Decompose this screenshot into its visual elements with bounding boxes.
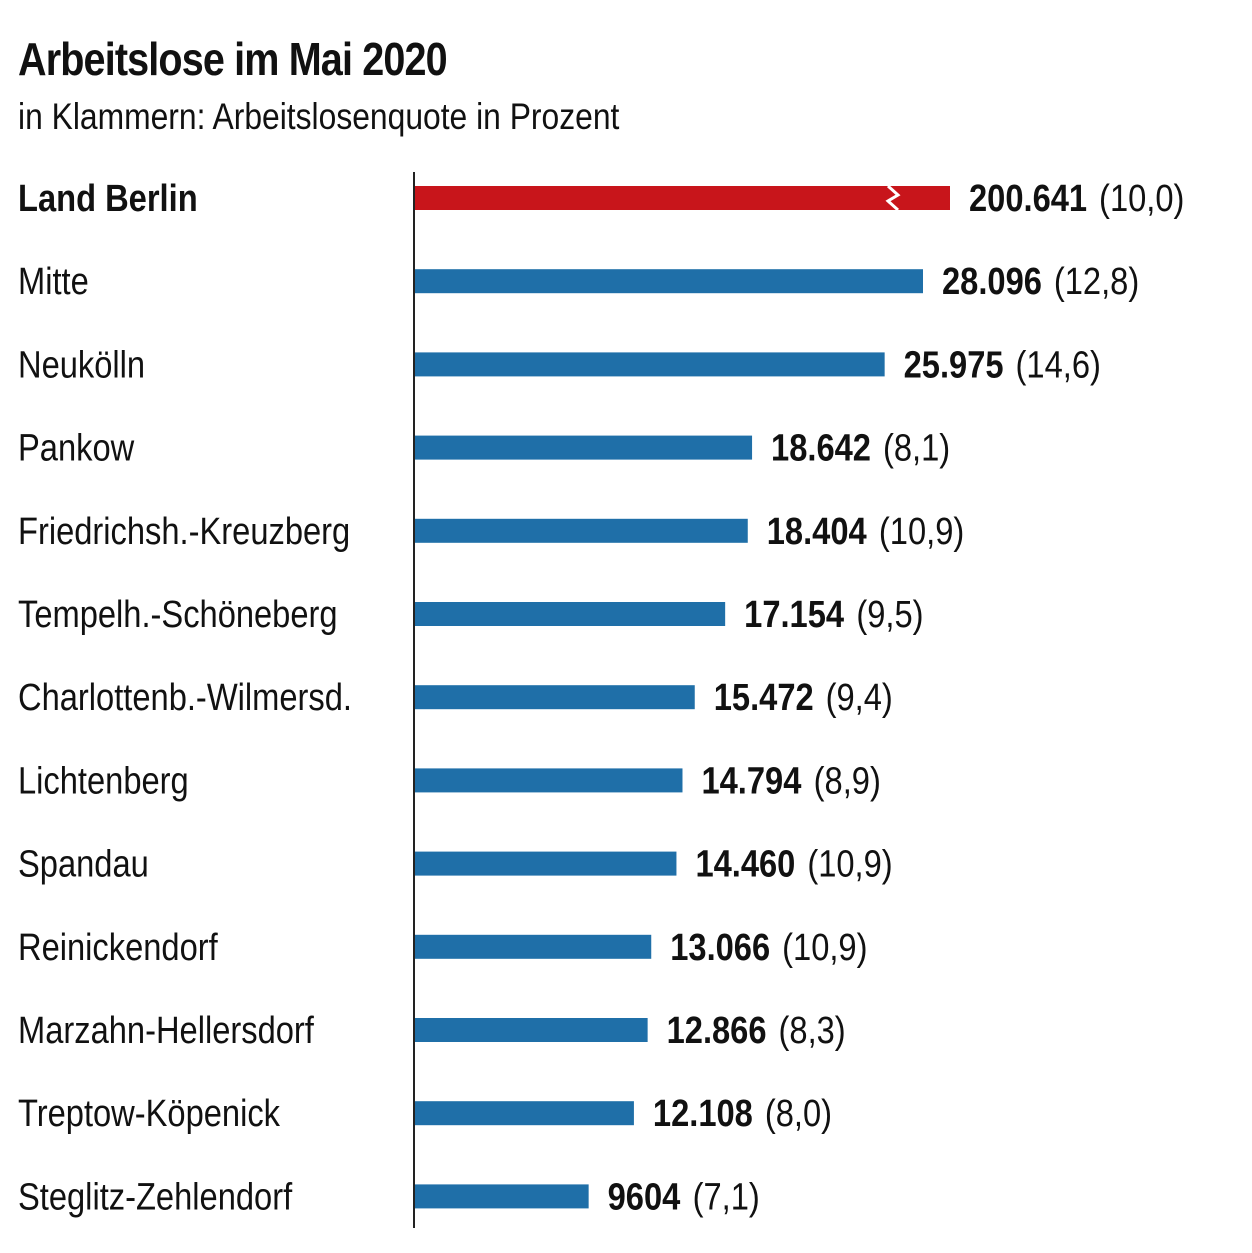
bar bbox=[415, 685, 695, 710]
value-label: 14.794 bbox=[701, 759, 801, 802]
bar bbox=[415, 934, 652, 959]
axis-break-mark bbox=[885, 184, 901, 212]
bar-row: Charlottenb.-Wilmersd. 15.472 (9,4) bbox=[18, 676, 893, 719]
category-label: Neukölln bbox=[18, 343, 145, 386]
value-label: 12.866 bbox=[667, 1009, 767, 1052]
bar bbox=[415, 518, 748, 543]
value-label: 18.642 bbox=[771, 426, 871, 469]
bar-row: Land Berlin 200.641 (10,0) bbox=[18, 177, 1184, 220]
value-label: 12.108 bbox=[653, 1092, 753, 1135]
bar-highlight bbox=[415, 186, 950, 210]
bar-row: Lichtenberg 14.794 (8,9) bbox=[18, 759, 881, 802]
bar-row: Friedrichsh.-Kreuzberg 18.404 (10,9) bbox=[18, 509, 964, 552]
bar bbox=[415, 602, 726, 626]
bar bbox=[415, 1184, 589, 1209]
bar bbox=[415, 269, 923, 294]
category-label: Marzahn-Hellersdorf bbox=[18, 1009, 314, 1052]
rate-label: (10,9) bbox=[879, 509, 964, 552]
category-label: Spandau bbox=[18, 842, 149, 885]
rate-label: (10,0) bbox=[1099, 177, 1184, 220]
rate-label: (12,8) bbox=[1054, 260, 1139, 303]
category-label: Charlottenb.-Wilmersd. bbox=[18, 676, 352, 719]
category-label: Pankow bbox=[18, 426, 135, 469]
value-label: 15.472 bbox=[714, 676, 814, 719]
value-label: 14.460 bbox=[695, 842, 795, 885]
bar-row: Reinickendorf 13.066 (10,9) bbox=[18, 925, 867, 968]
bar bbox=[415, 768, 683, 793]
bar-row: Tempelh.-Schöneberg 17.154 (9,5) bbox=[18, 593, 924, 636]
category-label: Land Berlin bbox=[18, 177, 198, 220]
bar-row: Spandau 14.460 (10,9) bbox=[18, 842, 893, 885]
bar-row: Marzahn-Hellersdorf 12.866 (8,3) bbox=[18, 1009, 846, 1052]
value-label: 25.975 bbox=[904, 343, 1004, 386]
value-label: 17.154 bbox=[744, 593, 844, 636]
chart-title: Arbeitslose im Mai 2020 bbox=[18, 33, 448, 85]
bar bbox=[415, 1101, 634, 1126]
rate-label: (8,1) bbox=[883, 426, 950, 469]
bar-row: Pankow 18.642 (8,1) bbox=[18, 426, 950, 469]
value-label: 18.404 bbox=[767, 509, 867, 552]
rate-label: (9,4) bbox=[826, 676, 893, 719]
bar bbox=[415, 851, 677, 876]
value-label: 28.096 bbox=[942, 260, 1042, 303]
bar-row: Treptow-Köpenick 12.108 (8,0) bbox=[18, 1092, 832, 1135]
bar-row: Steglitz-Zehlendorf 9604 (7,1) bbox=[18, 1175, 760, 1218]
bar bbox=[415, 1018, 648, 1042]
rate-label: (8,3) bbox=[779, 1009, 846, 1052]
value-label: 9604 bbox=[608, 1175, 681, 1218]
rate-label: (14,6) bbox=[1016, 343, 1101, 386]
chart-subtitle: in Klammern: Arbeitslosenquote in Prozen… bbox=[18, 96, 620, 137]
category-label: Tempelh.-Schöneberg bbox=[18, 593, 338, 636]
category-label: Lichtenberg bbox=[18, 759, 189, 802]
rate-label: (8,0) bbox=[765, 1092, 832, 1135]
bar-row: Mitte 28.096 (12,8) bbox=[18, 260, 1139, 303]
category-label: Treptow-Köpenick bbox=[18, 1092, 280, 1135]
value-label: 13.066 bbox=[670, 925, 770, 968]
category-label: Friedrichsh.-Kreuzberg bbox=[18, 509, 350, 552]
rate-label: (10,9) bbox=[782, 925, 867, 968]
bar bbox=[415, 435, 753, 460]
category-label: Reinickendorf bbox=[18, 925, 218, 968]
rate-label: (9,5) bbox=[856, 593, 923, 636]
rate-label: (10,9) bbox=[807, 842, 892, 885]
rate-label: (7,1) bbox=[693, 1175, 760, 1218]
bar-row: Neukölln 25.975 (14,6) bbox=[18, 343, 1101, 386]
bar bbox=[415, 352, 885, 377]
value-label: 200.641 bbox=[969, 177, 1087, 220]
category-label: Mitte bbox=[18, 260, 89, 303]
rate-label: (8,9) bbox=[814, 759, 881, 802]
category-label: Steglitz-Zehlendorf bbox=[18, 1175, 292, 1218]
